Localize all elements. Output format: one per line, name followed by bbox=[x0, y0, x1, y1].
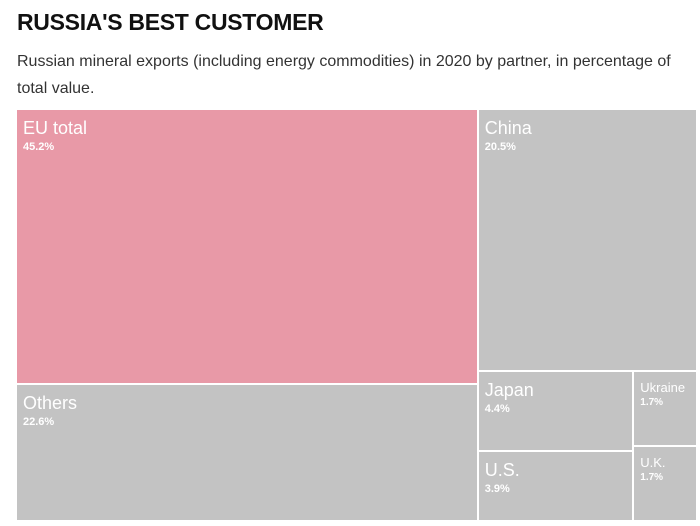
tile-label: U.K. bbox=[640, 455, 666, 471]
chart-title: RUSSIA'S BEST CUSTOMER bbox=[17, 9, 324, 35]
tile-label: U.S. bbox=[484, 459, 520, 480]
treemap-tile-china: China 20.5% bbox=[478, 110, 698, 373]
tile-label: Japan bbox=[484, 380, 534, 401]
tile-value: 4.4% bbox=[484, 403, 510, 416]
tile-value: 45.2% bbox=[23, 141, 55, 153]
tile-label: Ukraine bbox=[640, 380, 686, 396]
tile-label: Others bbox=[23, 392, 78, 413]
tile-value: 22.6% bbox=[23, 415, 55, 428]
treemap-tile-japan: Japan 4.4% bbox=[478, 372, 635, 452]
treemap-tile-u-k: U.K. 1.7% bbox=[634, 447, 698, 522]
tile-value: 1.7% bbox=[640, 472, 664, 484]
chart-subtitle: Russian mineral exports (including energ… bbox=[17, 53, 671, 97]
tile-label: EU total bbox=[23, 118, 88, 138]
tile-value: 20.5% bbox=[484, 141, 516, 153]
treemap-tile-others: Others 22.6% bbox=[17, 384, 479, 522]
tile-value: 3.9% bbox=[484, 482, 510, 495]
treemap-tile-u-s: U.S. 3.9% bbox=[478, 451, 635, 522]
treemap-tile-eu-total: EU total 45.2% bbox=[17, 110, 479, 385]
treemap-tile-ukraine: Ukraine 1.7% bbox=[634, 372, 698, 448]
treemap: EU total 45.2% Others 22.6% China 20.5% Japan 4… bbox=[17, 110, 698, 522]
tile-label: China bbox=[484, 118, 532, 138]
tile-value: 1.7% bbox=[640, 397, 664, 409]
